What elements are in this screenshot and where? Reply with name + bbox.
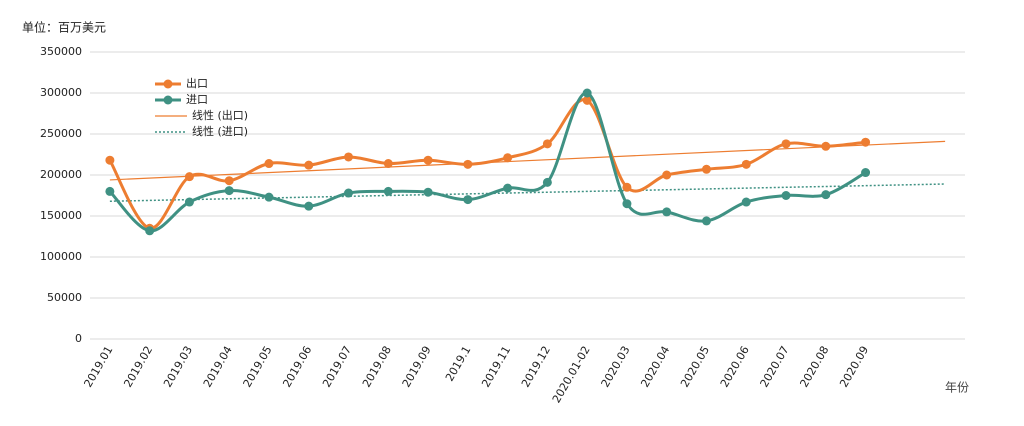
x-tick-label: 2019.07 xyxy=(320,344,354,390)
x-tick-label: 2019.05 xyxy=(241,344,275,390)
data-point xyxy=(184,172,194,182)
data-point xyxy=(304,160,314,170)
data-point xyxy=(344,152,354,162)
x-axis-label: 年份 xyxy=(945,381,969,395)
data-point xyxy=(622,182,632,192)
x-tick-label: 2019.1 xyxy=(443,344,474,384)
data-point xyxy=(582,95,592,105)
data-point xyxy=(463,159,473,169)
x-tick-label: 2019.06 xyxy=(280,344,314,390)
data-point xyxy=(304,201,314,211)
x-tick-label: 2020.06 xyxy=(718,344,752,390)
data-point xyxy=(145,226,155,236)
x-tick-label: 2019.01 xyxy=(82,344,116,390)
data-point xyxy=(503,183,513,193)
y-tick-label: 100000 xyxy=(40,250,82,263)
legend-marker xyxy=(163,79,173,89)
data-point xyxy=(383,186,393,196)
data-point xyxy=(184,197,194,207)
x-tick-label: 2020.01-02 xyxy=(550,344,593,405)
y-tick-label: 200000 xyxy=(40,168,82,181)
data-point xyxy=(264,159,274,169)
x-tick-label: 2019.09 xyxy=(400,344,434,390)
data-point xyxy=(423,187,433,197)
y-tick-label: 350000 xyxy=(40,45,82,58)
data-point xyxy=(105,155,115,165)
x-tick-label: 2019.03 xyxy=(161,344,195,390)
data-point xyxy=(383,159,393,169)
legend-label: 进口 xyxy=(186,93,208,106)
data-point xyxy=(741,159,751,169)
data-point xyxy=(224,176,234,186)
legend-label: 线性 (出口) xyxy=(192,108,248,122)
data-point xyxy=(701,164,711,174)
data-point xyxy=(224,186,234,196)
y-tick-label: 250000 xyxy=(40,127,82,140)
y-tick-label: 0 xyxy=(75,332,82,345)
x-tick-label: 2019.12 xyxy=(519,344,553,390)
legend-marker xyxy=(163,95,173,105)
data-point xyxy=(463,195,473,205)
data-point xyxy=(781,139,791,149)
data-point xyxy=(861,137,871,147)
x-tick-label: 2019.11 xyxy=(479,344,513,390)
unit-label: 单位：百万美元 xyxy=(22,20,106,35)
y-tick-label: 300000 xyxy=(40,86,82,99)
x-tick-label: 2019.08 xyxy=(360,344,394,390)
data-point xyxy=(861,168,871,178)
x-tick-label: 2020.09 xyxy=(837,344,871,390)
x-tick-label: 2020.07 xyxy=(758,344,792,390)
data-point xyxy=(503,153,513,163)
data-point xyxy=(423,155,433,165)
data-point xyxy=(662,207,672,217)
data-point xyxy=(582,88,592,98)
legend-label: 线性 (进口) xyxy=(192,124,248,138)
data-point xyxy=(821,141,831,151)
data-point xyxy=(662,170,672,180)
x-tick-label: 2019.04 xyxy=(201,344,235,390)
x-tick-label: 2020.04 xyxy=(638,344,672,390)
data-point xyxy=(781,191,791,200)
data-point xyxy=(542,139,552,149)
x-tick-label: 2020.03 xyxy=(599,344,633,390)
y-tick-label: 150000 xyxy=(40,209,82,222)
data-point xyxy=(741,197,751,207)
legend-label: 出口 xyxy=(186,76,208,90)
data-point xyxy=(622,199,632,209)
data-point xyxy=(344,188,354,198)
x-tick-label: 2020.08 xyxy=(797,344,831,390)
trendline xyxy=(109,183,946,202)
data-point xyxy=(264,192,274,202)
y-tick-label: 50000 xyxy=(47,291,82,304)
x-tick-label: 2020.05 xyxy=(678,344,712,390)
data-point xyxy=(821,190,831,200)
data-point xyxy=(105,186,115,196)
x-tick-label: 2019.02 xyxy=(121,344,155,390)
data-point xyxy=(701,216,711,226)
data-point xyxy=(542,177,552,187)
